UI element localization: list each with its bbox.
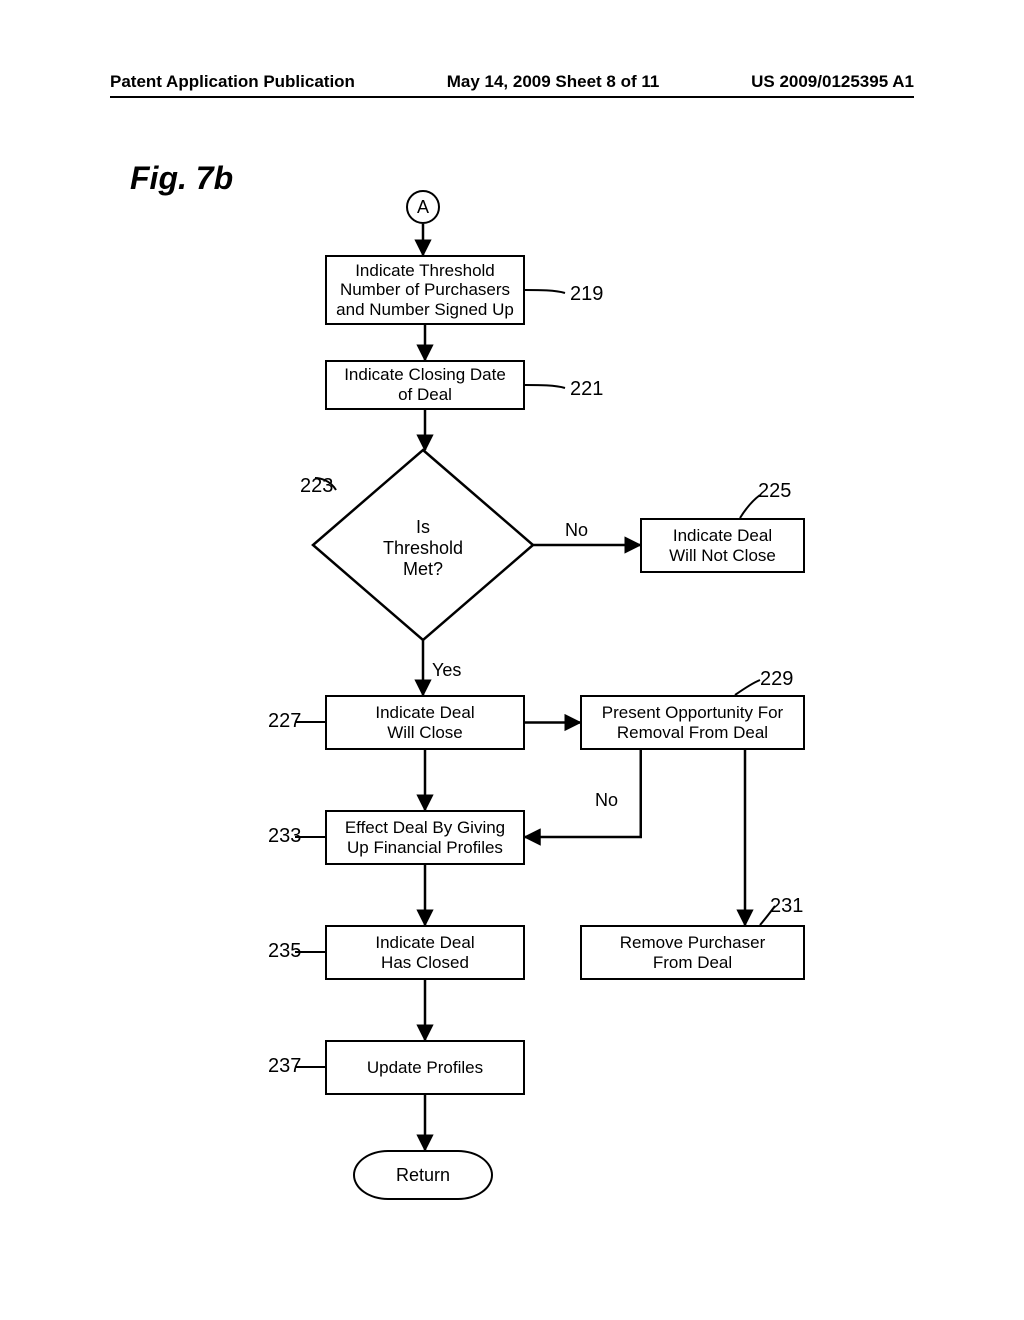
ref-221: 221	[570, 378, 603, 401]
page: Patent Application Publication May 14, 2…	[0, 0, 1024, 1320]
box-235-label: Indicate DealHas Closed	[375, 933, 474, 972]
box-231: Remove PurchaserFrom Deal	[580, 925, 805, 980]
box-227: Indicate DealWill Close	[325, 695, 525, 750]
edge-label-no-2: No	[595, 790, 618, 811]
box-227-label: Indicate DealWill Close	[375, 703, 474, 742]
ref-235: 235	[268, 940, 301, 963]
box-221-label: Indicate Closing Dateof Deal	[344, 365, 506, 404]
ref-237: 237	[268, 1055, 301, 1078]
box-237-label: Update Profiles	[367, 1058, 483, 1078]
box-225-label: Indicate DealWill Not Close	[669, 526, 776, 565]
box-233-label: Effect Deal By GivingUp Financial Profil…	[345, 818, 505, 857]
edge-label-no-1: No	[565, 520, 588, 541]
ref-227: 227	[268, 710, 301, 733]
box-229-label: Present Opportunity ForRemoval From Deal	[602, 703, 783, 742]
box-229: Present Opportunity ForRemoval From Deal	[580, 695, 805, 750]
ref-229: 229	[760, 668, 793, 691]
ref-231: 231	[770, 895, 803, 918]
ref-225: 225	[758, 480, 791, 503]
box-225: Indicate DealWill Not Close	[640, 518, 805, 573]
box-219-label: Indicate ThresholdNumber of Purchasersan…	[336, 261, 514, 320]
flowchart-svg	[0, 0, 1024, 1320]
box-233: Effect Deal By GivingUp Financial Profil…	[325, 810, 525, 865]
ref-233: 233	[268, 825, 301, 848]
box-231-label: Remove PurchaserFrom Deal	[620, 933, 766, 972]
box-237: Update Profiles	[325, 1040, 525, 1095]
ref-223: 223	[300, 475, 333, 498]
box-235: Indicate DealHas Closed	[325, 925, 525, 980]
connector-a-label: A	[417, 197, 429, 218]
terminator-return: Return	[353, 1150, 493, 1200]
connector-a: A	[406, 190, 440, 224]
decision-223-label: IsThresholdMet?	[363, 517, 483, 580]
ref-219: 219	[570, 283, 603, 306]
box-221: Indicate Closing Dateof Deal	[325, 360, 525, 410]
box-219: Indicate ThresholdNumber of Purchasersan…	[325, 255, 525, 325]
terminator-return-label: Return	[396, 1165, 450, 1186]
edge-label-yes: Yes	[432, 660, 461, 681]
